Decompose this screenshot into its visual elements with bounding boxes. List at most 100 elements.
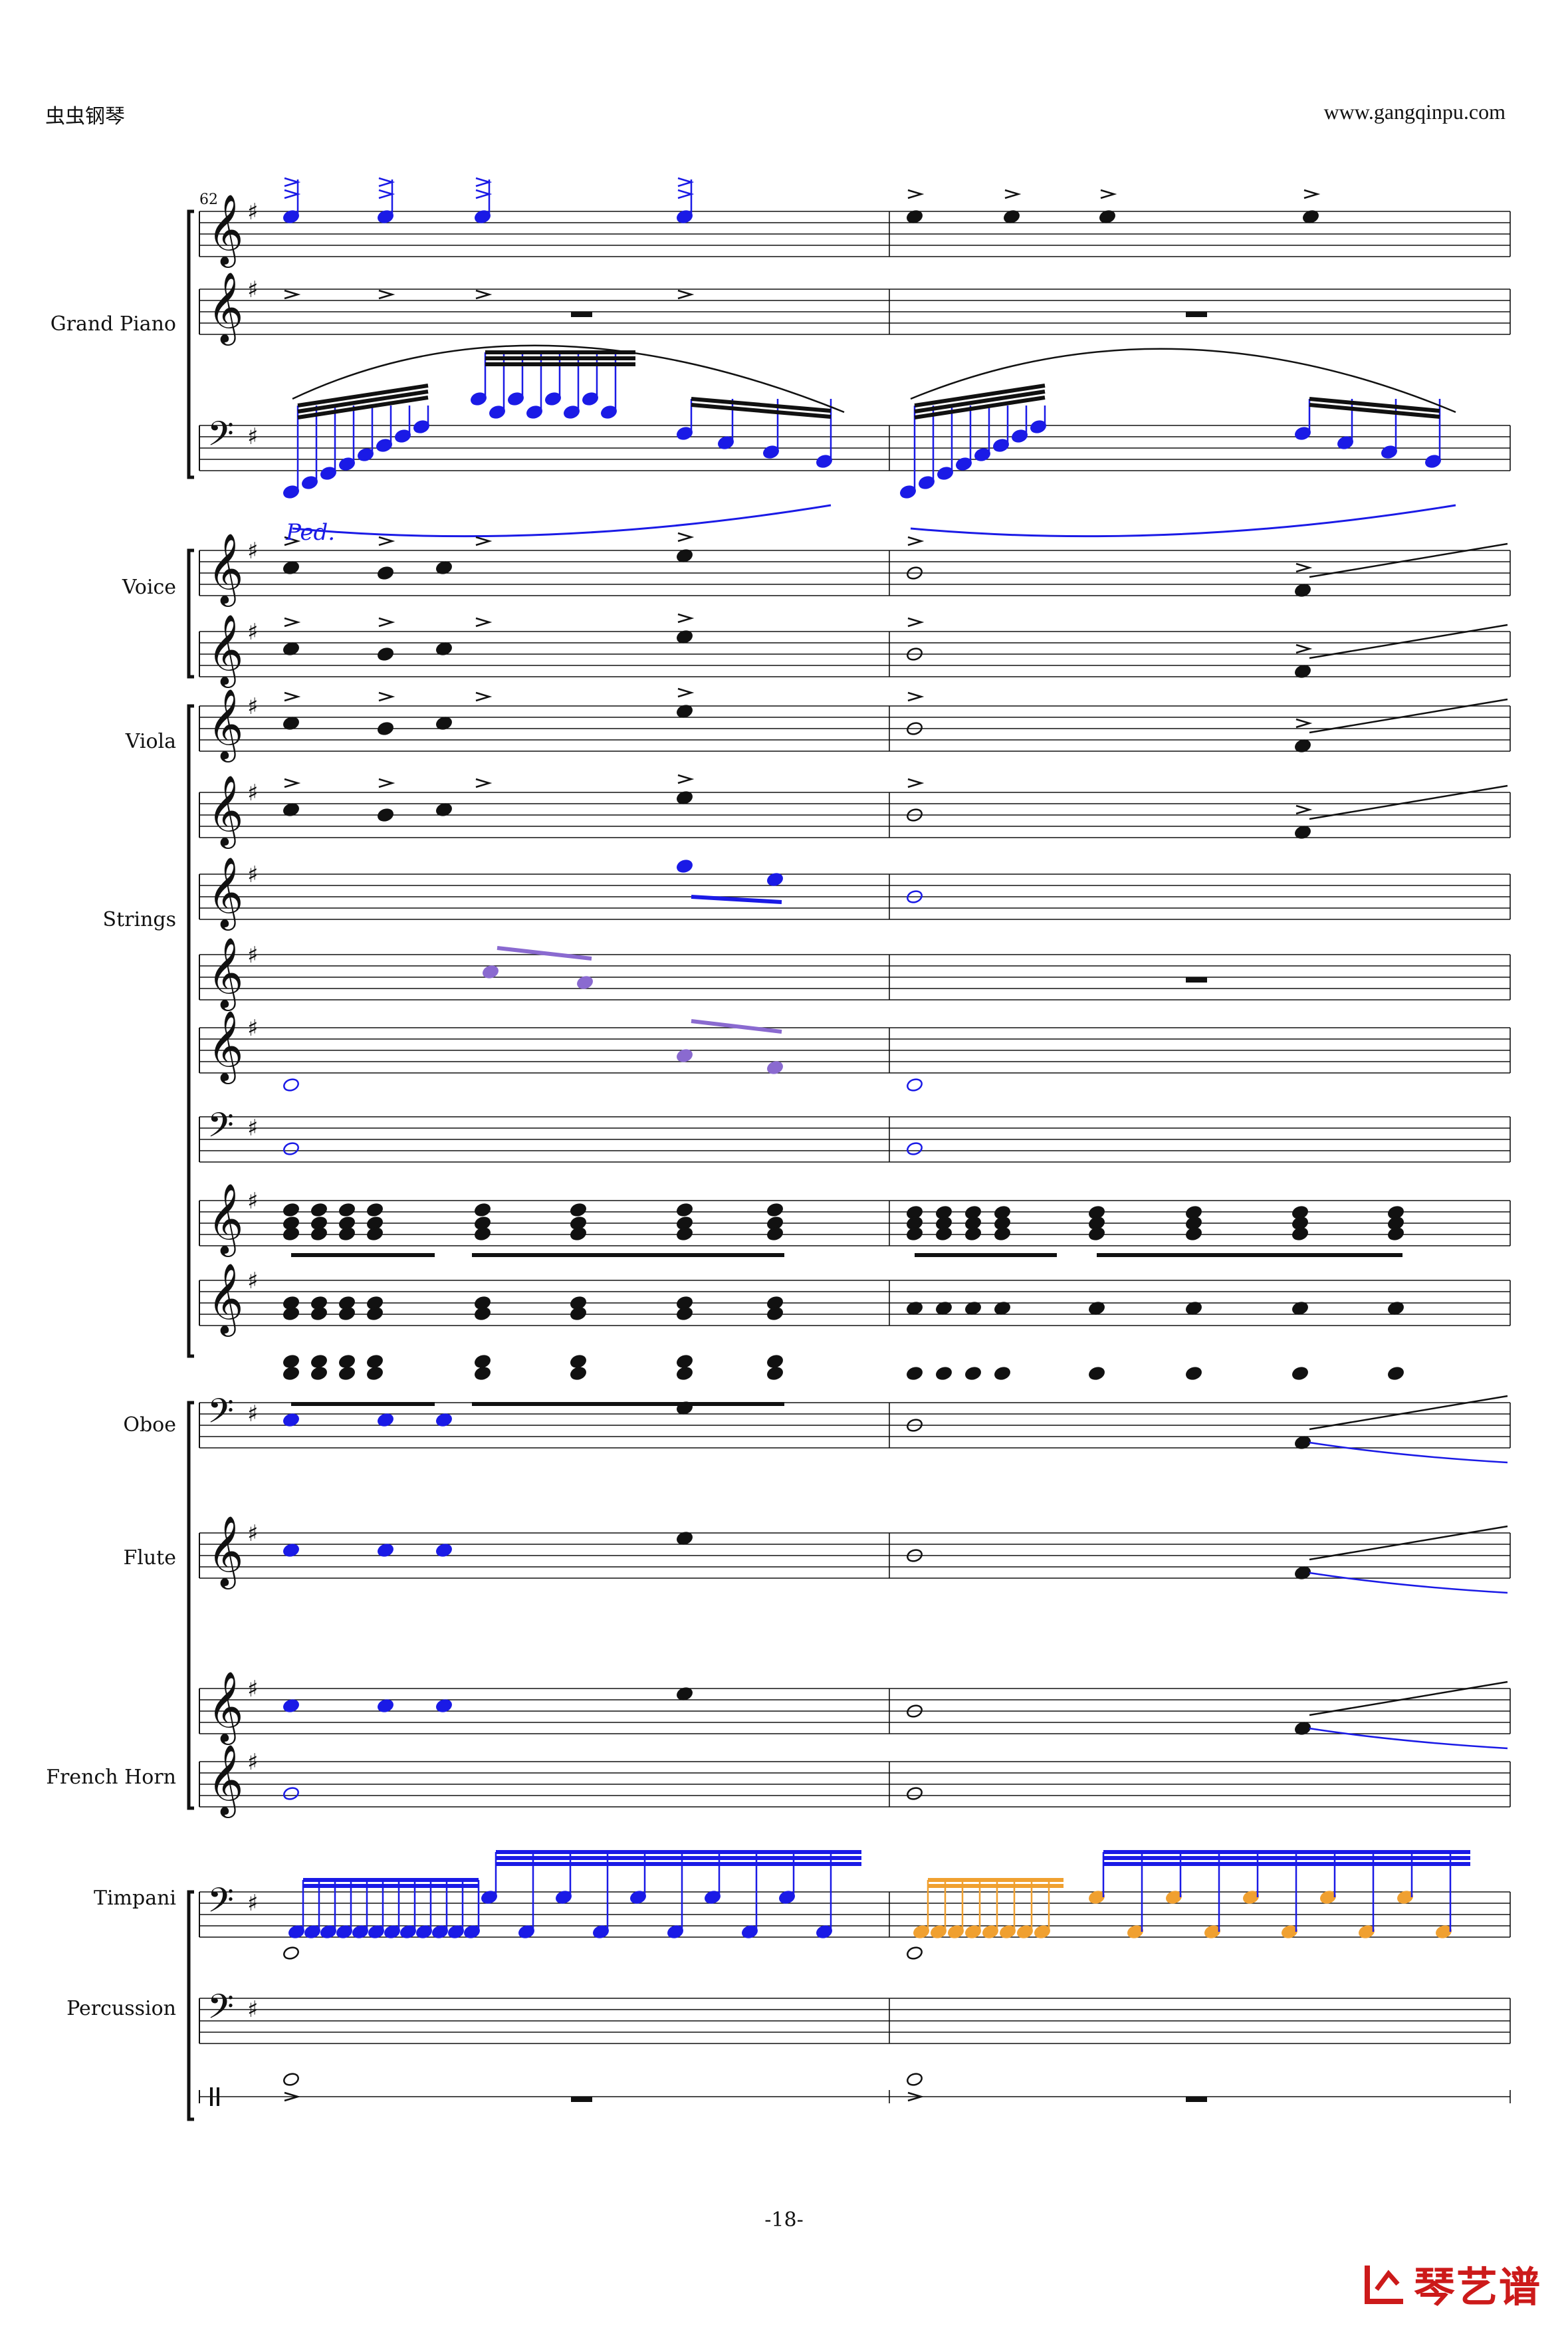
notehead (378, 1699, 393, 1712)
label-flute: Flute (123, 1546, 176, 1570)
clef-icon: 𝄢 (207, 1986, 234, 2035)
notehead (677, 1367, 693, 1380)
accent-mark (1303, 189, 1321, 199)
staff-13 (199, 1402, 1511, 1449)
sharp-icon: ♯ (247, 277, 258, 303)
notehead (378, 566, 393, 580)
accent-mark (284, 617, 301, 628)
accent-mark (907, 189, 925, 199)
notehead (677, 1401, 693, 1415)
sharp-icon: ♯ (247, 780, 258, 806)
accent-mark (677, 289, 695, 300)
notehead (367, 1307, 383, 1320)
accent-mark (677, 177, 695, 187)
notehead (907, 1704, 923, 1718)
accent-mark (1295, 643, 1313, 654)
notehead (767, 873, 783, 886)
slur (1309, 1681, 1508, 1716)
label-viola: Viola (125, 730, 176, 753)
slur (1309, 784, 1508, 820)
notehead (1295, 826, 1311, 839)
notehead (311, 1367, 327, 1380)
sharp-icon: ♯ (247, 1676, 258, 1702)
accent-mark (378, 177, 395, 187)
notehead (767, 1061, 783, 1074)
clef-icon: 𝄞 (207, 1744, 243, 1818)
bracket-winds (187, 1401, 194, 1810)
clef-icon: 𝄞 (207, 614, 243, 688)
staff-15 (199, 1688, 1511, 1734)
accent-mark (677, 687, 695, 698)
notehead (283, 1227, 299, 1240)
notehead (1089, 1302, 1105, 1315)
whole-rest (1186, 977, 1207, 983)
accent-mark (1004, 189, 1022, 199)
logo-mark-icon (1364, 2266, 1403, 2304)
accent-mark (475, 189, 493, 199)
clef-icon: 𝄞 (207, 271, 243, 346)
notehead (1295, 1436, 1311, 1449)
notehead (936, 1227, 952, 1240)
notehead (907, 647, 923, 661)
slur (1309, 1572, 1508, 1594)
notehead (283, 1699, 299, 1712)
whole-rest (571, 312, 592, 317)
accent-mark (475, 289, 493, 300)
accent-mark (378, 617, 395, 628)
notehead (283, 717, 299, 730)
notehead (907, 1142, 923, 1155)
notehead (677, 1203, 693, 1217)
notehead (436, 1413, 452, 1427)
label-grand-piano: Grand Piano (50, 312, 176, 336)
notehead (677, 630, 693, 643)
accent-mark (284, 189, 301, 199)
notehead (677, 791, 693, 804)
notehead (907, 890, 923, 903)
notehead (436, 561, 452, 574)
beam (914, 390, 1046, 413)
sharp-icon: ♯ (247, 1268, 258, 1294)
staves (187, 209, 1511, 2121)
accent-mark (475, 691, 493, 702)
notehead (1089, 1227, 1105, 1240)
clef-icon: 𝄞 (207, 688, 243, 762)
notehead (283, 1307, 299, 1320)
notehead (378, 1544, 393, 1557)
accent-mark (284, 177, 301, 187)
notehead (767, 1355, 783, 1368)
notehead (1388, 1302, 1404, 1315)
notehead (907, 1227, 923, 1240)
beam (691, 403, 832, 419)
staff-7 (199, 874, 1511, 920)
notehead (907, 722, 923, 735)
notehead (436, 717, 452, 730)
beam (297, 396, 429, 419)
notehead (311, 1227, 327, 1240)
label-voice: Voice (122, 576, 176, 599)
accent-mark (1295, 804, 1313, 815)
notehead (677, 549, 693, 562)
notehead (570, 1227, 586, 1240)
notehead (283, 1544, 299, 1557)
notehead (475, 1355, 491, 1368)
beam (297, 390, 429, 413)
notehead (1295, 1566, 1311, 1579)
sharp-icon: ♯ (247, 619, 258, 645)
notehead (475, 1307, 491, 1320)
slur (292, 344, 845, 413)
notehead (1292, 1302, 1308, 1315)
accent-mark (907, 617, 925, 628)
staff-5 (199, 705, 1511, 752)
accent-mark (284, 778, 301, 788)
accent-mark (1295, 562, 1313, 573)
notehead (311, 1355, 327, 1368)
accent-mark (475, 778, 493, 788)
clef-icon: 𝄞 (207, 1183, 243, 1257)
staff-1 (199, 289, 1511, 335)
header-url[interactable]: www.gangqinpu.com (1323, 100, 1506, 124)
notehead (367, 1355, 383, 1368)
notehead (936, 1302, 952, 1315)
staff-2 (199, 425, 1511, 471)
accent-mark (1100, 189, 1117, 199)
